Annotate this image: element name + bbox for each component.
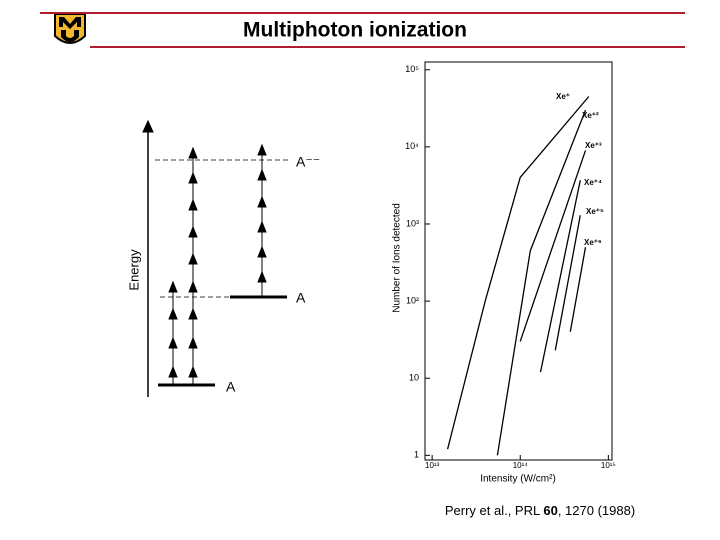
series-line (519, 150, 587, 342)
y-tick-label: 10⁴ (405, 141, 419, 151)
chart: 1 10 10² 10³ 10⁴ 10⁵ 10¹³ 10¹⁴ 10¹⁵ Xe⁺ Xe⁺² Xe⁺³ Xe… (405, 64, 616, 470)
y-tick-label: 10² (406, 295, 419, 305)
logo (54, 13, 86, 44)
level-label: A (226, 379, 236, 395)
series-label: Xe⁺⁵ (586, 207, 604, 216)
series-line (496, 109, 587, 456)
series-label: Xe⁺⁴ (584, 178, 602, 187)
series-label: Xe⁺² (582, 111, 599, 120)
title: Multiphoton ionization (243, 19, 467, 42)
x-tick-label: 10¹⁵ (601, 461, 616, 470)
energy-diagram (142, 119, 290, 397)
y-axis-title: Number of Ions detected (392, 203, 403, 313)
series-line (569, 247, 587, 332)
x-tick-label: 10¹⁴ (513, 461, 529, 470)
x-tick-label: 10¹³ (425, 461, 440, 470)
citation: Perry et al., PRL 60, 1270 (1988) (445, 503, 635, 518)
y-tick-label: 1 (414, 450, 419, 460)
plot-frame (424, 61, 613, 461)
y-tick-label: 10⁵ (405, 64, 419, 74)
citation-volume: 60 (543, 503, 557, 518)
series-line (539, 180, 581, 373)
y-tick-label: 10 (409, 373, 419, 383)
citation-text: Perry et al., PRL (445, 503, 544, 518)
series-label: Xe⁺³ (585, 141, 602, 150)
series-line (554, 215, 581, 351)
level-label: A⁻⁻ (296, 154, 320, 170)
series-line (446, 96, 590, 450)
level-label: A (296, 290, 306, 306)
series-label: Xe⁺⁶ (584, 238, 602, 247)
y-tick-label: 10³ (406, 218, 419, 228)
series-label: Xe⁺ (556, 92, 570, 101)
citation-text: , 1270 (1988) (558, 503, 635, 518)
energy-label: Energy (126, 249, 141, 291)
x-axis-title: Intensity (W/cm²) (480, 474, 556, 485)
